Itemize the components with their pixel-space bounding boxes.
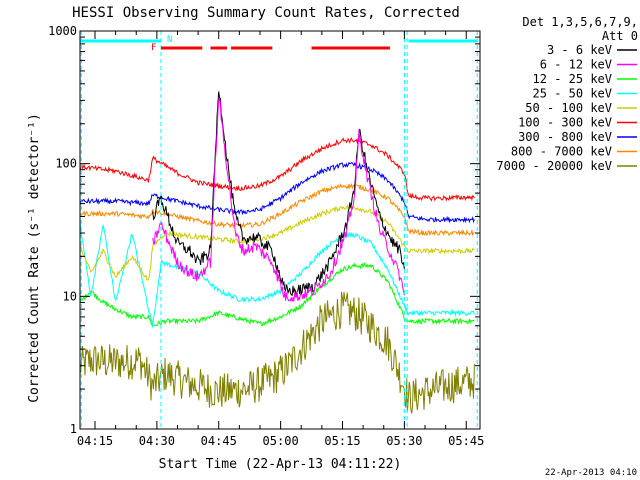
x-tick-label: 04:30 <box>139 434 175 448</box>
night-flag-label: N <box>167 35 172 45</box>
legend-label: 3 - 6 keV <box>547 43 612 57</box>
plot-area: NF <box>80 31 478 429</box>
y-tick-label: 100 <box>55 157 77 171</box>
series-line-5 <box>80 137 475 202</box>
legend-label: 800 - 7000 keV <box>511 145 612 159</box>
y-axis-label: Corrected Count Rate (s⁻¹ detector⁻¹) <box>27 113 42 403</box>
legend-title-line-2: Att 0 <box>602 29 638 43</box>
series-line-1 <box>152 97 405 302</box>
y-tick-label: 10 <box>63 289 77 303</box>
legend-label: 12 - 25 keV <box>533 72 612 86</box>
series-line-4 <box>80 203 475 281</box>
chart-title: HESSI Observing Summary Count Rates, Cor… <box>72 5 460 21</box>
legend-label: 7000 - 20000 keV <box>496 159 612 173</box>
legend-label: 300 - 800 keV <box>518 130 612 144</box>
x-tick-label: 04:45 <box>201 434 237 448</box>
series-line-2 <box>80 262 475 327</box>
x-tick-label: 05:45 <box>448 434 484 448</box>
legend-label: 25 - 50 keV <box>533 87 612 101</box>
x-axis-label: Start Time (22-Apr-13 04:11:22) <box>159 457 402 472</box>
series-line-0 <box>152 91 405 297</box>
y-tick-label: 1000 <box>48 24 77 38</box>
footer-date: 22-Apr-2013 04:10 <box>545 468 637 478</box>
plot-frame: 1 10 100 1000 04:15 04:30 04:45 05:00 05:15 05:30… <box>48 24 484 448</box>
series-line-3 <box>80 223 475 328</box>
legend-label: 6 - 12 keV <box>540 58 612 72</box>
legend-label: 100 - 300 keV <box>518 116 612 130</box>
x-tick-label: 05:15 <box>324 434 360 448</box>
plot-border <box>79 30 481 430</box>
series-line-8 <box>80 291 475 414</box>
legend-label: 50 - 100 keV <box>525 101 612 115</box>
series-line-7 <box>80 182 475 237</box>
legend-title-line-1: Det 1,3,5,6,7,9, <box>522 15 638 29</box>
series-line-6 <box>80 161 475 224</box>
x-tick-label: 04:15 <box>77 434 113 448</box>
x-tick-label: 05:00 <box>263 434 299 448</box>
flare-flag-label: F <box>151 43 156 53</box>
y-tick-label: 1 <box>70 422 77 436</box>
x-tick-label: 05:30 <box>386 434 422 448</box>
